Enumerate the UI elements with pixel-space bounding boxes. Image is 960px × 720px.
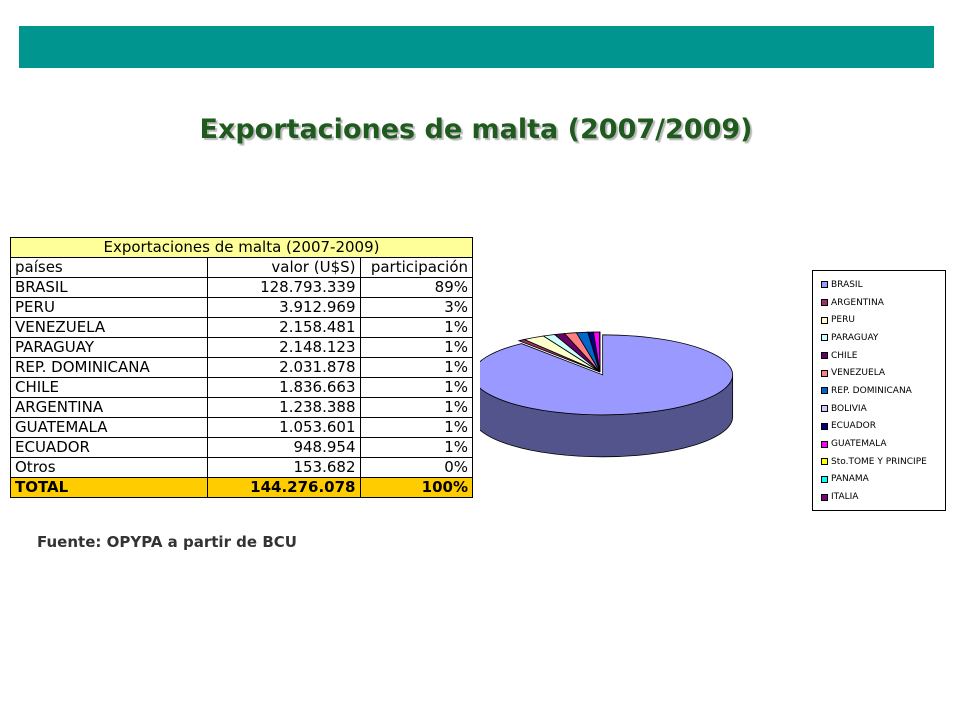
header-paises: países — [10, 257, 208, 278]
pie-slice-brasil — [480, 334, 733, 416]
cell-share: 1% — [359, 337, 473, 358]
legend-label: ECUADOR — [831, 421, 876, 432]
total-label: TOTAL — [10, 477, 208, 498]
cell-country: VENEZUELA — [10, 317, 208, 338]
cell-country: BRASIL — [10, 277, 208, 298]
top-banner — [19, 26, 934, 68]
legend-label: BRASIL — [831, 279, 863, 290]
cell-country: PARAGUAY — [10, 337, 208, 358]
cell-country: ARGENTINA — [10, 397, 208, 418]
header-valor: valor (U$S) — [206, 257, 361, 278]
cell-value: 2.158.481 — [206, 317, 361, 338]
table-total-row: TOTAL 144.276.078 100% — [10, 477, 473, 498]
legend-label: PARAGUAY — [831, 332, 879, 343]
cell-value: 3.912.969 — [206, 297, 361, 318]
total-value: 144.276.078 — [206, 477, 361, 498]
pie-chart — [480, 331, 734, 458]
legend-swatch — [821, 387, 828, 395]
cell-value: 128.793.339 — [206, 277, 361, 298]
legend-swatch — [821, 458, 828, 466]
chart-legend: BRASIL ARGENTINA PERU PARAGUAY CHILE VENEZUEL… — [812, 270, 946, 511]
header-participacion: participación — [359, 257, 473, 278]
legend-item: CHILE — [821, 347, 945, 365]
legend-item: GUATEMALA — [821, 435, 945, 453]
table-row: CHILE 1.836.663 1% — [10, 377, 473, 398]
cell-share: 1% — [359, 317, 473, 338]
legend-item: BOLIVIA — [821, 400, 945, 418]
cell-share: 1% — [359, 437, 473, 458]
legend-item: ECUADOR — [821, 418, 945, 436]
legend-item: VENEZUELA — [821, 364, 945, 382]
legend-item: ITALIA — [821, 488, 945, 506]
legend-label: PANAMA — [831, 474, 869, 485]
legend-label: REP. DOMINICANA — [831, 385, 912, 396]
table-title-row: Exportaciones de malta (2007-2009) — [10, 237, 473, 258]
table-row: PERU 3.912.969 3% — [10, 297, 473, 318]
cell-country: PERU — [10, 297, 208, 318]
slide-title: Exportaciones de malta (2007/2009) — [199, 114, 753, 145]
cell-value: 1.238.388 — [206, 397, 361, 418]
table-row: ECUADOR 948.954 1% — [10, 437, 473, 458]
cell-share: 1% — [359, 357, 473, 378]
legend-swatch — [821, 475, 828, 483]
legend-swatch — [821, 334, 828, 342]
legend-label: CHILE — [831, 350, 858, 361]
legend-swatch — [821, 422, 828, 430]
legend-label: Sto.TOME Y PRINCIPE — [831, 456, 927, 467]
total-share: 100% — [359, 477, 473, 498]
legend-swatch — [821, 352, 828, 360]
legend-label: GUATEMALA — [831, 439, 887, 450]
legend-label: ARGENTINA — [831, 297, 884, 308]
legend-swatch — [821, 440, 828, 448]
cell-country: Otros — [10, 457, 208, 478]
legend-swatch — [821, 369, 828, 377]
legend-item: Sto.TOME Y PRINCIPE — [821, 453, 945, 471]
exports-table: Exportaciones de malta (2007-2009) paíse… — [10, 237, 473, 498]
cell-country: GUATEMALA — [10, 417, 208, 438]
legend-item: REP. DOMINICANA — [821, 382, 945, 400]
cell-value: 948.954 — [206, 437, 361, 458]
cell-country: REP. DOMINICANA — [10, 357, 208, 378]
table-row: BRASIL 128.793.339 89% — [10, 277, 473, 298]
cell-share: 1% — [359, 417, 473, 438]
cell-value: 2.031.878 — [206, 357, 361, 378]
table-row: VENEZUELA 2.158.481 1% — [10, 317, 473, 338]
table-header-row: países valor (U$S) participación — [10, 257, 473, 278]
cell-country: ECUADOR — [10, 437, 208, 458]
table-row: Otros 153.682 0% — [10, 457, 473, 478]
legend-swatch — [821, 493, 828, 501]
legend-label: ITALIA — [831, 492, 859, 503]
legend-swatch — [821, 299, 828, 307]
legend-item: BRASIL — [821, 276, 945, 294]
source-note: Fuente: OPYPA a partir de BCU — [37, 533, 297, 551]
cell-share: 0% — [359, 457, 473, 478]
cell-value: 2.148.123 — [206, 337, 361, 358]
legend-item: PARAGUAY — [821, 329, 945, 347]
table-row: PARAGUAY 2.148.123 1% — [10, 337, 473, 358]
table-row: REP. DOMINICANA 2.031.878 1% — [10, 357, 473, 378]
cell-country: CHILE — [10, 377, 208, 398]
legend-swatch — [821, 405, 828, 413]
cell-value: 153.682 — [206, 457, 361, 478]
legend-label: BOLIVIA — [831, 403, 867, 414]
cell-share: 89% — [359, 277, 473, 298]
cell-share: 1% — [359, 397, 473, 418]
legend-swatch — [821, 316, 828, 324]
legend-label: VENEZUELA — [831, 368, 886, 379]
table-title: Exportaciones de malta (2007-2009) — [10, 237, 473, 258]
legend-swatch — [821, 281, 828, 289]
cell-share: 1% — [359, 377, 473, 398]
legend-item: ARGENTINA — [821, 294, 945, 312]
cell-value: 1.836.663 — [206, 377, 361, 398]
legend-item: PERU — [821, 311, 945, 329]
table-row: ARGENTINA 1.238.388 1% — [10, 397, 473, 418]
legend-item: PANAMA — [821, 471, 945, 489]
legend-label: PERU — [831, 315, 855, 326]
cell-value: 1.053.601 — [206, 417, 361, 438]
cell-share: 3% — [359, 297, 473, 318]
table-row: GUATEMALA 1.053.601 1% — [10, 417, 473, 438]
